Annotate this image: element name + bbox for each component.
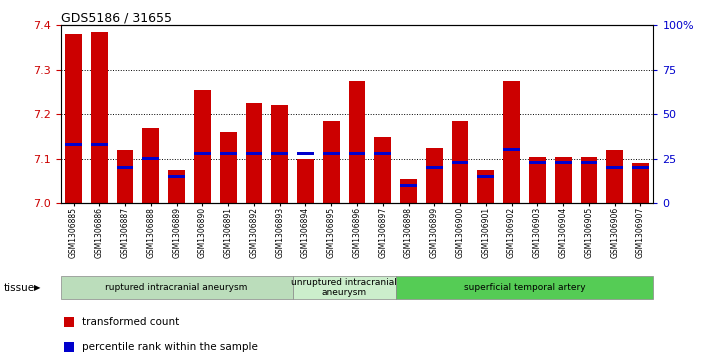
Bar: [452, 161, 468, 164]
Bar: [632, 166, 649, 169]
Bar: [143, 128, 159, 203]
Bar: [194, 90, 211, 203]
Bar: [503, 148, 520, 151]
Text: GSM1306890: GSM1306890: [198, 207, 207, 258]
Bar: [606, 150, 623, 203]
Bar: [91, 143, 108, 146]
Bar: [91, 32, 108, 203]
Bar: [400, 184, 417, 187]
Bar: [65, 34, 82, 203]
Text: GSM1306902: GSM1306902: [507, 207, 516, 258]
Bar: [478, 175, 494, 178]
Text: GSM1306907: GSM1306907: [636, 207, 645, 258]
Bar: [246, 152, 262, 155]
Bar: [632, 163, 649, 203]
Text: GSM1306885: GSM1306885: [69, 207, 78, 258]
Text: GSM1306906: GSM1306906: [610, 207, 619, 258]
Bar: [426, 148, 443, 203]
Bar: [297, 152, 314, 155]
Text: GSM1306901: GSM1306901: [481, 207, 491, 258]
Text: percentile rank within the sample: percentile rank within the sample: [82, 342, 258, 352]
Text: GSM1306897: GSM1306897: [378, 207, 387, 258]
Bar: [580, 161, 598, 164]
Bar: [297, 159, 314, 203]
Bar: [529, 161, 545, 164]
Bar: [143, 157, 159, 160]
Bar: [271, 152, 288, 155]
Bar: [116, 150, 134, 203]
Text: unruptured intracranial
aneurysm: unruptured intracranial aneurysm: [291, 278, 397, 297]
Bar: [323, 121, 340, 203]
Bar: [169, 170, 185, 203]
Bar: [529, 156, 545, 203]
Text: GSM1306891: GSM1306891: [223, 207, 233, 258]
Text: tissue: tissue: [4, 283, 35, 293]
Bar: [478, 170, 494, 203]
Bar: [606, 166, 623, 169]
Bar: [271, 106, 288, 203]
Text: GSM1306900: GSM1306900: [456, 207, 465, 258]
Bar: [374, 136, 391, 203]
Text: GSM1306899: GSM1306899: [430, 207, 439, 258]
Bar: [503, 81, 520, 203]
Bar: [246, 103, 262, 203]
Bar: [580, 156, 598, 203]
Text: superficial temporal artery: superficial temporal artery: [463, 283, 585, 292]
Bar: [555, 156, 571, 203]
Bar: [348, 81, 366, 203]
Text: GSM1306903: GSM1306903: [533, 207, 542, 258]
Text: ruptured intracranial aneurysm: ruptured intracranial aneurysm: [106, 283, 248, 292]
Bar: [169, 175, 185, 178]
Bar: [555, 161, 571, 164]
Text: GSM1306893: GSM1306893: [275, 207, 284, 258]
Bar: [348, 152, 366, 155]
Bar: [452, 121, 468, 203]
Bar: [400, 179, 417, 203]
Bar: [220, 152, 236, 155]
Text: GSM1306898: GSM1306898: [404, 207, 413, 258]
Text: GSM1306905: GSM1306905: [584, 207, 593, 258]
Text: GDS5186 / 31655: GDS5186 / 31655: [61, 11, 171, 24]
Bar: [220, 132, 236, 203]
Text: GSM1306888: GSM1306888: [146, 207, 156, 258]
Text: ▶: ▶: [34, 283, 41, 292]
Bar: [116, 166, 134, 169]
Text: GSM1306895: GSM1306895: [327, 207, 336, 258]
Text: GSM1306889: GSM1306889: [172, 207, 181, 258]
Bar: [374, 152, 391, 155]
Text: GSM1306892: GSM1306892: [249, 207, 258, 258]
Bar: [426, 166, 443, 169]
Text: GSM1306894: GSM1306894: [301, 207, 310, 258]
Bar: [323, 152, 340, 155]
Text: transformed count: transformed count: [82, 317, 179, 327]
Text: GSM1306896: GSM1306896: [353, 207, 361, 258]
Bar: [65, 143, 82, 146]
Text: GSM1306887: GSM1306887: [121, 207, 130, 258]
Text: GSM1306904: GSM1306904: [558, 207, 568, 258]
Text: GSM1306886: GSM1306886: [95, 207, 104, 258]
Bar: [194, 152, 211, 155]
